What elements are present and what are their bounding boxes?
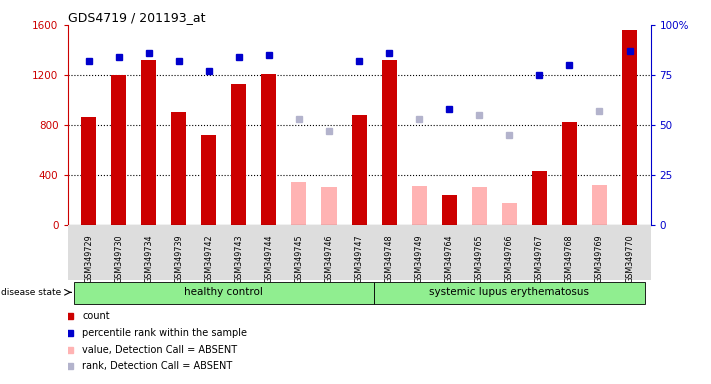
Bar — [502, 204, 517, 225]
Text: disease state: disease state — [1, 288, 62, 297]
Bar — [141, 60, 156, 225]
Bar — [374, 281, 645, 304]
Bar — [171, 113, 186, 225]
Bar — [592, 185, 607, 225]
Text: value, Detection Call = ABSENT: value, Detection Call = ABSENT — [82, 344, 237, 354]
Text: rank, Detection Call = ABSENT: rank, Detection Call = ABSENT — [82, 361, 232, 371]
Bar — [351, 115, 367, 225]
Bar — [382, 60, 397, 225]
Bar — [532, 171, 547, 225]
Bar — [262, 74, 277, 225]
Text: count: count — [82, 311, 109, 321]
Text: percentile rank within the sample: percentile rank within the sample — [82, 328, 247, 338]
Bar — [562, 122, 577, 225]
Bar — [81, 118, 96, 225]
Bar — [201, 135, 216, 225]
Bar — [622, 30, 637, 225]
Text: GDS4719 / 201193_at: GDS4719 / 201193_at — [68, 11, 205, 24]
Bar — [412, 186, 427, 225]
Text: healthy control: healthy control — [184, 287, 263, 297]
Bar — [442, 195, 456, 225]
Bar — [321, 187, 336, 225]
Bar — [231, 84, 246, 225]
Text: systemic lupus erythematosus: systemic lupus erythematosus — [429, 287, 589, 297]
Bar — [73, 281, 374, 304]
Bar — [111, 75, 126, 225]
Bar — [472, 187, 487, 225]
Bar — [292, 182, 306, 225]
